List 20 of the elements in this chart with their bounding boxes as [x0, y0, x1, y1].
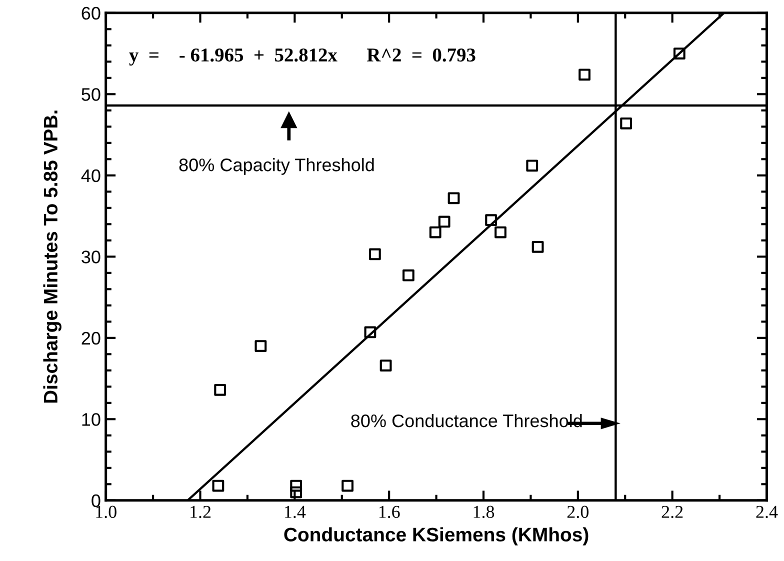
annotation: 80% Conductance Threshold	[351, 414, 582, 428]
y-tick-label: 40	[81, 169, 100, 182]
y-axis-title: Discharge Minutes To 5.85 VPB.	[43, 110, 62, 403]
x-tick-label: 2.4	[756, 506, 778, 518]
y-tick-label: 0	[92, 494, 100, 508]
x-tick-label: 1.2	[190, 506, 211, 518]
x-axis-title: Conductance KSiemens (KMhos)	[284, 527, 588, 546]
x-tick-label: 1.8	[474, 506, 494, 518]
y-tick-label: 30	[82, 250, 100, 264]
x-tick-label: 1.4	[284, 506, 306, 518]
annotation: y = - 61.965 + 52.812x R^2 = 0.793	[129, 48, 476, 66]
y-tick-label: 20	[82, 332, 100, 345]
annotation: 80% Capacity Threshold	[179, 158, 374, 175]
y-tick-label: 10	[82, 413, 100, 426]
y-tick-label: 50	[82, 88, 100, 101]
y-tick-label: 60	[82, 6, 100, 20]
x-tick-label: 1.0	[96, 506, 116, 518]
x-tick-label: 2.0	[567, 506, 589, 518]
x-tick-label: 1.6	[379, 506, 400, 518]
x-tick-label: 2.2	[662, 506, 683, 518]
